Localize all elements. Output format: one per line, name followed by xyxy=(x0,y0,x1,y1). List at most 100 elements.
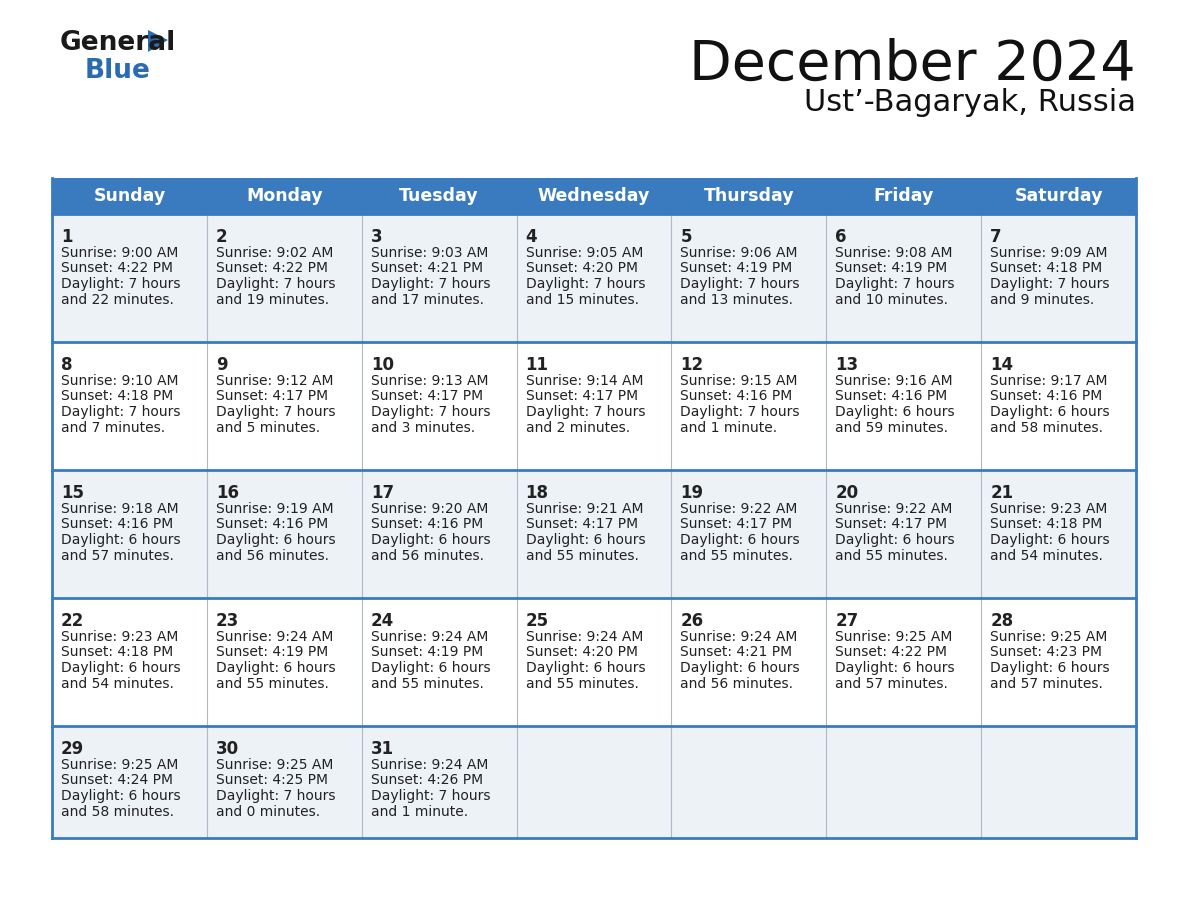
Text: Daylight: 7 hours: Daylight: 7 hours xyxy=(681,277,800,291)
Text: and 58 minutes.: and 58 minutes. xyxy=(61,804,173,819)
Text: Sunrise: 9:15 AM: Sunrise: 9:15 AM xyxy=(681,374,798,388)
Text: 21: 21 xyxy=(990,484,1013,502)
Text: 14: 14 xyxy=(990,356,1013,374)
Text: Daylight: 7 hours: Daylight: 7 hours xyxy=(835,277,955,291)
Text: Sunrise: 9:00 AM: Sunrise: 9:00 AM xyxy=(61,246,178,260)
Text: Sunset: 4:19 PM: Sunset: 4:19 PM xyxy=(216,645,328,659)
Text: Saturday: Saturday xyxy=(1015,187,1102,205)
Text: and 13 minutes.: and 13 minutes. xyxy=(681,293,794,307)
Text: Sunrise: 9:09 AM: Sunrise: 9:09 AM xyxy=(990,246,1107,260)
Text: Monday: Monday xyxy=(246,187,323,205)
Text: and 15 minutes.: and 15 minutes. xyxy=(525,293,639,307)
Text: Sunrise: 9:24 AM: Sunrise: 9:24 AM xyxy=(216,630,333,644)
Text: Daylight: 7 hours: Daylight: 7 hours xyxy=(525,405,645,419)
Text: Sunrise: 9:23 AM: Sunrise: 9:23 AM xyxy=(990,502,1107,516)
Text: 22: 22 xyxy=(61,612,84,630)
Text: Sunset: 4:17 PM: Sunset: 4:17 PM xyxy=(216,389,328,404)
Text: Wednesday: Wednesday xyxy=(538,187,650,205)
Bar xyxy=(52,726,1136,838)
Text: 5: 5 xyxy=(681,228,691,246)
Text: Sunrise: 9:10 AM: Sunrise: 9:10 AM xyxy=(61,374,178,388)
Bar xyxy=(52,598,1136,726)
Text: 28: 28 xyxy=(990,612,1013,630)
Text: and 57 minutes.: and 57 minutes. xyxy=(835,677,948,690)
Text: Daylight: 6 hours: Daylight: 6 hours xyxy=(525,661,645,675)
Text: Ust’-Bagaryak, Russia: Ust’-Bagaryak, Russia xyxy=(804,88,1136,117)
Text: Sunset: 4:16 PM: Sunset: 4:16 PM xyxy=(835,389,948,404)
Text: and 1 minute.: and 1 minute. xyxy=(681,420,778,434)
Text: Sunset: 4:19 PM: Sunset: 4:19 PM xyxy=(835,262,948,275)
Text: Daylight: 6 hours: Daylight: 6 hours xyxy=(61,661,181,675)
Text: and 59 minutes.: and 59 minutes. xyxy=(835,420,948,434)
Text: Thursday: Thursday xyxy=(703,187,794,205)
Text: Sunset: 4:16 PM: Sunset: 4:16 PM xyxy=(216,518,328,532)
Text: Sunrise: 9:12 AM: Sunrise: 9:12 AM xyxy=(216,374,334,388)
Text: Daylight: 7 hours: Daylight: 7 hours xyxy=(681,405,800,419)
Text: Sunrise: 9:25 AM: Sunrise: 9:25 AM xyxy=(990,630,1107,644)
Text: Daylight: 6 hours: Daylight: 6 hours xyxy=(990,661,1110,675)
Text: 25: 25 xyxy=(525,612,549,630)
Text: Sunrise: 9:25 AM: Sunrise: 9:25 AM xyxy=(835,630,953,644)
Text: Sunset: 4:20 PM: Sunset: 4:20 PM xyxy=(525,262,638,275)
Text: Sunrise: 9:24 AM: Sunrise: 9:24 AM xyxy=(681,630,798,644)
Text: Daylight: 7 hours: Daylight: 7 hours xyxy=(216,277,335,291)
Text: Daylight: 7 hours: Daylight: 7 hours xyxy=(61,405,181,419)
Bar xyxy=(52,178,1136,214)
Text: 13: 13 xyxy=(835,356,859,374)
Bar xyxy=(52,470,1136,598)
Text: Daylight: 6 hours: Daylight: 6 hours xyxy=(681,533,800,547)
Text: 29: 29 xyxy=(61,740,84,758)
Text: 1: 1 xyxy=(61,228,72,246)
Text: 15: 15 xyxy=(61,484,84,502)
Text: and 22 minutes.: and 22 minutes. xyxy=(61,293,173,307)
Text: Daylight: 7 hours: Daylight: 7 hours xyxy=(216,405,335,419)
Text: Daylight: 7 hours: Daylight: 7 hours xyxy=(371,405,491,419)
Text: Daylight: 6 hours: Daylight: 6 hours xyxy=(216,533,335,547)
Text: Daylight: 7 hours: Daylight: 7 hours xyxy=(525,277,645,291)
Text: Sunrise: 9:18 AM: Sunrise: 9:18 AM xyxy=(61,502,178,516)
Text: Sunrise: 9:13 AM: Sunrise: 9:13 AM xyxy=(371,374,488,388)
Bar xyxy=(52,214,1136,342)
Text: Sunset: 4:22 PM: Sunset: 4:22 PM xyxy=(216,262,328,275)
Text: Daylight: 7 hours: Daylight: 7 hours xyxy=(371,789,491,803)
Text: 27: 27 xyxy=(835,612,859,630)
Text: 11: 11 xyxy=(525,356,549,374)
Text: Sunset: 4:16 PM: Sunset: 4:16 PM xyxy=(61,518,173,532)
Text: Sunset: 4:16 PM: Sunset: 4:16 PM xyxy=(990,389,1102,404)
Text: and 0 minutes.: and 0 minutes. xyxy=(216,804,320,819)
Text: 19: 19 xyxy=(681,484,703,502)
Text: Daylight: 6 hours: Daylight: 6 hours xyxy=(681,661,800,675)
Text: Daylight: 6 hours: Daylight: 6 hours xyxy=(61,789,181,803)
Text: Sunset: 4:25 PM: Sunset: 4:25 PM xyxy=(216,774,328,788)
Text: and 2 minutes.: and 2 minutes. xyxy=(525,420,630,434)
Text: Sunset: 4:23 PM: Sunset: 4:23 PM xyxy=(990,645,1102,659)
Text: Daylight: 6 hours: Daylight: 6 hours xyxy=(835,533,955,547)
Text: Sunset: 4:20 PM: Sunset: 4:20 PM xyxy=(525,645,638,659)
Text: and 55 minutes.: and 55 minutes. xyxy=(681,548,794,563)
Text: Sunset: 4:17 PM: Sunset: 4:17 PM xyxy=(525,389,638,404)
Text: Sunrise: 9:20 AM: Sunrise: 9:20 AM xyxy=(371,502,488,516)
Text: Sunset: 4:22 PM: Sunset: 4:22 PM xyxy=(61,262,173,275)
Text: Sunrise: 9:25 AM: Sunrise: 9:25 AM xyxy=(216,758,333,772)
Text: Sunrise: 9:22 AM: Sunrise: 9:22 AM xyxy=(835,502,953,516)
Text: and 56 minutes.: and 56 minutes. xyxy=(216,548,329,563)
Text: and 10 minutes.: and 10 minutes. xyxy=(835,293,948,307)
Text: Daylight: 6 hours: Daylight: 6 hours xyxy=(371,533,491,547)
Text: Daylight: 6 hours: Daylight: 6 hours xyxy=(371,661,491,675)
Text: and 56 minutes.: and 56 minutes. xyxy=(371,548,484,563)
Text: Sunset: 4:18 PM: Sunset: 4:18 PM xyxy=(990,518,1102,532)
Text: Sunset: 4:22 PM: Sunset: 4:22 PM xyxy=(835,645,947,659)
Text: Sunrise: 9:21 AM: Sunrise: 9:21 AM xyxy=(525,502,643,516)
Text: General: General xyxy=(61,30,176,56)
Text: Sunrise: 9:25 AM: Sunrise: 9:25 AM xyxy=(61,758,178,772)
Text: Sunset: 4:18 PM: Sunset: 4:18 PM xyxy=(61,645,173,659)
Text: and 58 minutes.: and 58 minutes. xyxy=(990,420,1104,434)
Text: Tuesday: Tuesday xyxy=(399,187,479,205)
Text: Sunrise: 9:05 AM: Sunrise: 9:05 AM xyxy=(525,246,643,260)
Text: 31: 31 xyxy=(371,740,394,758)
Text: Sunset: 4:16 PM: Sunset: 4:16 PM xyxy=(371,518,484,532)
Text: and 55 minutes.: and 55 minutes. xyxy=(525,548,638,563)
Text: and 57 minutes.: and 57 minutes. xyxy=(61,548,173,563)
Text: Sunday: Sunday xyxy=(94,187,165,205)
Text: and 54 minutes.: and 54 minutes. xyxy=(990,548,1102,563)
